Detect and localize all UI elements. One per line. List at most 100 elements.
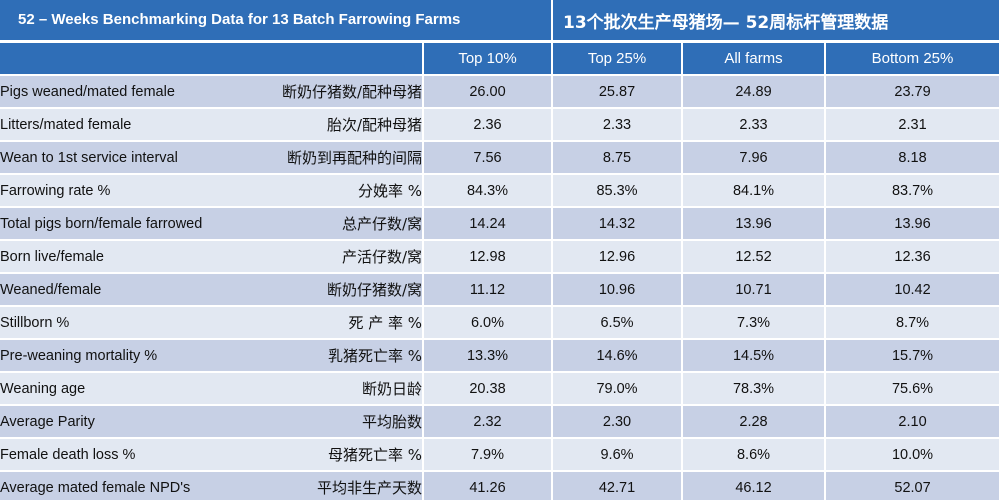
value-cell: 10.96	[552, 273, 684, 307]
value-cell: 84.1%	[682, 174, 827, 208]
row-label-wrap: Pigs weaned/mated female 断奶仔猪数/配种母猪	[0, 81, 422, 102]
row-label-chinese: 死 产 率 %	[348, 314, 422, 332]
row-label-cell: Wean to 1st service interval 断奶到再配种的间隔	[0, 141, 424, 175]
row-label-english: Stillborn %	[0, 314, 70, 331]
value-cell: 2.36	[423, 108, 554, 142]
value-cell: 13.96	[825, 207, 1000, 241]
value-cell: 8.75	[552, 141, 684, 175]
value-cell: 15.7%	[825, 339, 1000, 373]
value-cell: 2.32	[423, 405, 554, 439]
value-cell: 14.32	[552, 207, 684, 241]
row-label-cell: Total pigs born/female farrowed 总产仔数/窝	[0, 207, 424, 241]
row-label-cell: Average Parity 平均胎数	[0, 405, 424, 439]
value-cell: 14.5%	[682, 339, 827, 373]
title-chinese: 13个批次生产母猪场— 52周标杆管理数据	[563, 12, 889, 33]
row-label-english: Born live/female	[0, 248, 104, 265]
table-row: Stillborn % 死 产 率 % 6.0% 6.5% 7.3% 8.7%	[0, 306, 1000, 340]
row-label-english: Litters/mated female	[0, 116, 132, 133]
title-row: 52 – Weeks Benchmarking Data for 13 Batc…	[0, 0, 1000, 43]
row-label-wrap: Born live/female 产活仔数/窝	[0, 246, 422, 267]
value-cell: 84.3%	[423, 174, 554, 208]
value-cell: 6.0%	[423, 306, 554, 340]
value-cell: 7.9%	[423, 438, 554, 472]
value-cell: 20.38	[423, 372, 554, 406]
value-cell: 79.0%	[552, 372, 684, 406]
table-row: Average Parity 平均胎数 2.32 2.30 2.28 2.10	[0, 405, 1000, 439]
table-row: Total pigs born/female farrowed 总产仔数/窝 14.…	[0, 207, 1000, 241]
value-cell: 8.7%	[825, 306, 1000, 340]
row-label-english: Total pigs born/female farrowed	[0, 215, 203, 232]
row-label-wrap: Pre-weaning mortality % 乳猪死亡率 %	[0, 345, 422, 366]
value-cell: 8.6%	[682, 438, 827, 472]
value-cell: 42.71	[552, 471, 684, 500]
row-label-chinese: 母猪死亡率 %	[327, 446, 422, 464]
row-label-wrap: Average Parity 平均胎数	[0, 411, 422, 432]
value-cell: 75.6%	[825, 372, 1000, 406]
value-cell: 12.96	[552, 240, 684, 274]
column-header-all-farms: All farms	[682, 41, 827, 76]
row-label-chinese: 胎次/配种母猪	[326, 116, 422, 134]
row-label-english: Female death loss %	[0, 446, 136, 463]
column-header-top-10: Top 10%	[423, 41, 554, 76]
value-cell: 78.3%	[682, 372, 827, 406]
value-cell: 10.71	[682, 273, 827, 307]
column-header-bottom-25: Bottom 25%	[825, 41, 1000, 76]
value-cell: 12.98	[423, 240, 554, 274]
value-cell: 9.6%	[552, 438, 684, 472]
value-cell: 10.42	[825, 273, 1000, 307]
value-cell: 85.3%	[552, 174, 684, 208]
row-label-english: Weaning age	[0, 380, 86, 397]
value-cell: 7.56	[423, 141, 554, 175]
row-label-chinese: 断奶仔猪数/窝	[326, 281, 422, 299]
row-label-chinese: 断奶到再配种的间隔	[286, 149, 422, 167]
row-label-wrap: Total pigs born/female farrowed 总产仔数/窝	[0, 213, 422, 234]
row-label-chinese: 平均非生产天数	[316, 479, 422, 497]
table-row: Pigs weaned/mated female 断奶仔猪数/配种母猪 26.00 2…	[0, 75, 1000, 109]
value-cell: 2.30	[552, 405, 684, 439]
row-label-chinese: 平均胎数	[361, 413, 422, 431]
row-label-chinese: 产活仔数/窝	[341, 248, 422, 266]
row-label-english: Average mated female NPD's	[0, 479, 191, 496]
table-row: Farrowing rate % 分娩率 % 84.3% 85.3% 84.1% 83.7…	[0, 174, 1000, 208]
value-cell: 24.89	[682, 75, 827, 109]
row-label-cell: Stillborn % 死 产 率 %	[0, 306, 424, 340]
row-label-english: Pre-weaning mortality %	[0, 347, 158, 364]
value-cell: 14.6%	[552, 339, 684, 373]
row-label-chinese: 断奶仔猪数/配种母猪	[281, 83, 422, 101]
row-label-english: Farrowing rate %	[0, 182, 111, 199]
value-cell: 2.33	[552, 108, 684, 142]
row-label-cell: Pre-weaning mortality % 乳猪死亡率 %	[0, 339, 424, 373]
row-label-wrap: Weaned/female 断奶仔猪数/窝	[0, 279, 422, 300]
row-label-chinese: 总产仔数/窝	[341, 215, 422, 233]
header-row: Top 10% Top 25% All farms Bottom 25%	[0, 41, 1000, 76]
value-cell: 23.79	[825, 75, 1000, 109]
table-row: Litters/mated female 胎次/配种母猪 2.36 2.33 2.33 2…	[0, 108, 1000, 142]
row-label-chinese: 乳猪死亡率 %	[327, 347, 422, 365]
value-cell: 2.31	[825, 108, 1000, 142]
title-english-cell: 52 – Weeks Benchmarking Data for 13 Batc…	[0, 0, 554, 43]
value-cell: 2.33	[682, 108, 827, 142]
table-row: Weaning age 断奶日龄 20.38 79.0% 78.3% 75.6%	[0, 372, 1000, 406]
row-label-wrap: Average mated female NPD's 平均非生产天数	[0, 477, 422, 498]
row-label-wrap: Weaning age 断奶日龄	[0, 378, 421, 399]
table-row: Average mated female NPD's 平均非生产天数 41.26 42…	[0, 471, 1000, 500]
value-cell: 41.26	[423, 471, 554, 500]
row-label-cell: Weaning age 断奶日龄	[0, 372, 424, 406]
value-cell: 13.3%	[423, 339, 554, 373]
row-label-english: Pigs weaned/mated female	[0, 83, 175, 100]
value-cell: 25.87	[552, 75, 684, 109]
row-label-english: Wean to 1st service interval	[0, 149, 178, 166]
value-cell: 13.96	[682, 207, 827, 241]
column-header-top-25: Top 25%	[552, 41, 684, 76]
row-label-cell: Pigs weaned/mated female 断奶仔猪数/配种母猪	[0, 75, 424, 109]
table-row: Wean to 1st service interval 断奶到再配种的间隔 7.5…	[0, 141, 1000, 175]
row-label-cell: Born live/female 产活仔数/窝	[0, 240, 424, 274]
value-cell: 2.10	[825, 405, 1000, 439]
value-cell: 14.24	[423, 207, 554, 241]
table-row: Born live/female 产活仔数/窝 12.98 12.96 12.52 12.…	[0, 240, 1000, 274]
value-cell: 26.00	[423, 75, 554, 109]
value-cell: 11.12	[423, 273, 554, 307]
table-row: Female death loss % 母猪死亡率 % 7.9% 9.6% 8.6% 10…	[0, 438, 1000, 472]
